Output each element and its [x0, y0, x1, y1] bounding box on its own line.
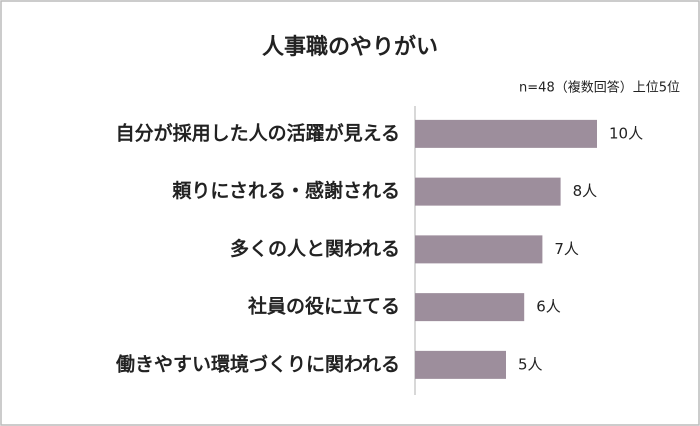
bar — [415, 119, 597, 148]
bar — [415, 293, 525, 322]
chart-title: 人事職のやりがい — [262, 34, 438, 60]
value-label: 6人 — [536, 298, 561, 316]
bar — [415, 235, 543, 264]
chart-subtitle: n=48（複数回答）上位5位 — [519, 80, 680, 96]
category-label: 頼りにされる・感謝される — [172, 179, 400, 202]
category-label: 自分が採用した人の活躍が見える — [116, 121, 400, 144]
bar — [415, 177, 561, 206]
category-label: 働きやすい環境づくりに関われる — [115, 352, 400, 375]
category-label: 社員の役に立てる — [247, 295, 400, 318]
bar — [415, 350, 506, 379]
value-label: 10人 — [609, 124, 643, 142]
value-label: 8人 — [573, 182, 598, 200]
value-label: 5人 — [518, 355, 543, 373]
category-label: 多くの人と関われる — [230, 237, 400, 260]
value-label: 7人 — [554, 240, 579, 258]
